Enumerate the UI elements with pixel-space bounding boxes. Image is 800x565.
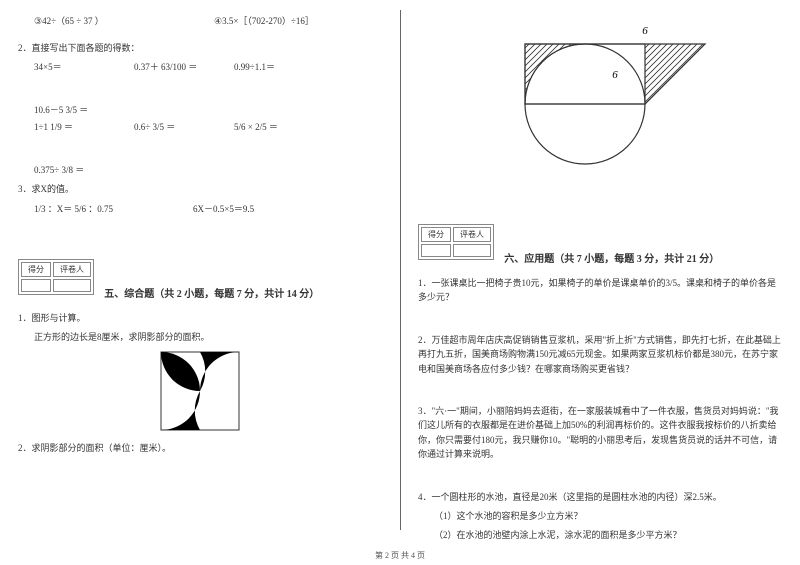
s5-q1a: 1．图形与计算。 [18, 311, 382, 325]
s6-q3: 3．"六·一"期间，小丽陪妈妈去逛街，在一家服装城看中了一件衣服，售货员对妈妈说… [418, 404, 782, 462]
fig-label-top: 6 [642, 25, 648, 37]
eq-4: ④3.5×［（702-270）÷16］ [214, 14, 314, 27]
s6-q4: 4．一个圆柱形的水池，直径是20米（这里指的是圆柱水池的内径）深2.5米。 [418, 490, 782, 504]
grader-label-r: 评卷人 [453, 227, 491, 242]
top-equations: ③42÷（65 ÷ 37 ） ④3.5×［（702-270）÷16］ [34, 14, 382, 27]
q2-r2-2: 0.6÷ 3/5 ＝ [134, 120, 204, 133]
figure-leaf-square [160, 351, 240, 431]
left-column: ③42÷（65 ÷ 37 ） ④3.5×［（702-270）÷16］ 2．直接写… [0, 0, 400, 565]
fig-label-mid: 6 [612, 69, 618, 81]
s6-q4a: （1）这个水池的容积是多少立方米？ [418, 509, 782, 523]
section-6-title: 六、应用题（共 7 小题，每题 3 分，共计 21 分） [504, 250, 719, 265]
q2-r1-4: 10.6－5 3/5 ＝ [34, 103, 104, 116]
q2-title: 2．直接写出下面各题的得数： [18, 41, 382, 55]
s6-q2: 2．万佳超市周年店庆高促销销售豆浆机，采用"折上折"方式销售，即先打七折，在此基… [418, 333, 782, 376]
q3-2: 6X－0.5×5＝9.5 [193, 202, 263, 215]
q3-1: 1/3 ：X＝ 5/6 ：0.75 [34, 202, 113, 215]
s5-q1b: 正方形的边长是8厘米，求阴影部分的面积。 [18, 330, 382, 344]
q2-row2: 1÷1 1/9 ＝ 0.6÷ 3/5 ＝ 5/6 × 2/5 ＝ 0.375÷ … [34, 120, 382, 176]
s5-q2: 2．求阴影部分的面积（单位：厘米）。 [18, 441, 382, 455]
section-5-title: 五、综合题（共 2 小题，每题 7 分，共计 14 分） [104, 285, 319, 300]
page-footer: 第 2 页 共 4 页 [0, 550, 800, 561]
figure-triangle-circle: 6 6 [475, 14, 725, 174]
score-label: 得分 [21, 262, 51, 277]
s6-q4b: （2）在水池的池壁内涂上水泥，涂水泥的面积是多少平方米？ [418, 528, 782, 542]
q2-r2-3: 5/6 × 2/5 ＝ [234, 120, 304, 133]
right-column: 6 6 得分 评卷人 六、应用题（共 7 小题，每题 3 分，共计 21 分） … [400, 0, 800, 565]
score-box-left: 得分 评卷人 [18, 259, 94, 295]
eq-3: ③42÷（65 ÷ 37 ） [34, 14, 104, 27]
q2-r1-3: 0.99÷1.1＝ [234, 60, 304, 73]
q2-row1: 34×5＝ 0.37＋ 63/100 ＝ 0.99÷1.1＝ 10.6－5 3/… [34, 60, 382, 116]
q2-r2-4: 0.375÷ 3/8 ＝ [34, 163, 104, 176]
grader-label: 评卷人 [53, 262, 91, 277]
q3-title: 3．求X的值。 [18, 182, 382, 196]
q3-row: 1/3 ：X＝ 5/6 ：0.75 6X－0.5×5＝9.5 [34, 202, 382, 215]
q2-r1-2: 0.37＋ 63/100 ＝ [134, 60, 204, 73]
q2-r2-1: 1÷1 1/9 ＝ [34, 120, 104, 133]
s6-q1: 1．一张课桌比一把椅子贵10元，如果椅子的单价是课桌单价的3/5。课桌和椅子的单… [418, 276, 782, 305]
score-label-r: 得分 [421, 227, 451, 242]
q2-r1-1: 34×5＝ [34, 60, 104, 73]
score-box-right: 得分 评卷人 [418, 224, 494, 260]
